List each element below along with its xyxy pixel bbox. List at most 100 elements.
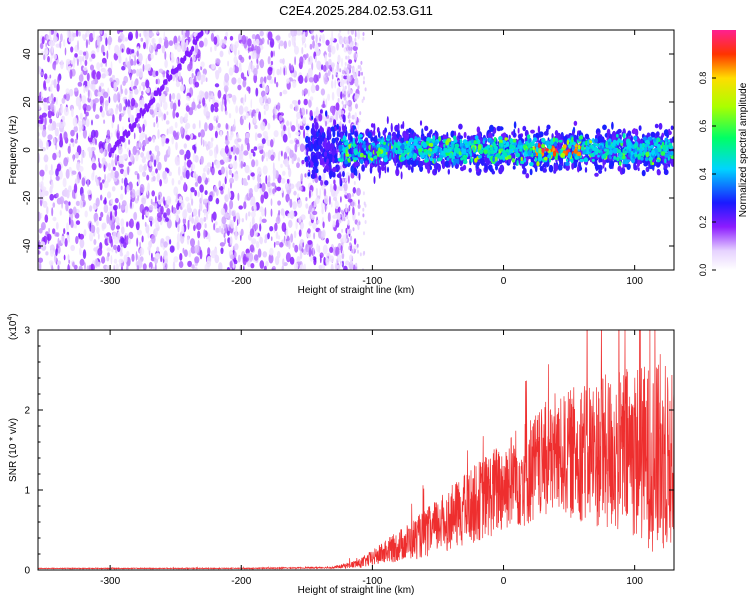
noise-blob — [223, 232, 226, 238]
noise-blob — [204, 208, 206, 216]
noise-blob — [185, 122, 191, 129]
noise-blob — [174, 156, 180, 166]
noise-blob — [245, 132, 250, 139]
noise-blob — [343, 182, 348, 192]
noise-blob — [294, 262, 299, 270]
noise-blob — [169, 239, 172, 245]
noise-blob — [304, 173, 307, 178]
noise-blob — [328, 64, 332, 70]
noise-blob — [72, 117, 78, 127]
noise-blob — [299, 124, 304, 130]
signal-halo-blob — [332, 157, 335, 164]
noise-blob — [335, 102, 340, 111]
noise-blob — [155, 154, 160, 163]
noise-blob — [290, 124, 296, 132]
noise-blob — [275, 241, 280, 246]
noise-blob — [90, 82, 94, 90]
noise-blob — [235, 212, 240, 220]
signal-core-blob — [565, 161, 570, 166]
noise-blob — [344, 178, 347, 183]
noise-blob — [214, 130, 218, 139]
noise-blob — [351, 40, 354, 45]
noise-blob — [166, 111, 169, 116]
noise-blob — [194, 256, 200, 264]
noise-blob — [72, 32, 77, 38]
signal-core-blob — [519, 148, 523, 152]
signal-halo-blob — [307, 172, 311, 177]
noise-blob — [237, 138, 242, 143]
noise-blob — [221, 227, 224, 235]
noise-blob — [145, 79, 150, 89]
noise-blob — [303, 129, 306, 139]
noise-blob — [164, 59, 168, 69]
noise-blob — [191, 264, 195, 269]
noise-blob — [136, 143, 140, 149]
signal-halo-blob — [330, 143, 335, 149]
noise-blob — [49, 244, 55, 249]
noise-blob — [68, 37, 73, 43]
noise-blob — [353, 52, 358, 60]
signal-halo-blob — [326, 129, 330, 137]
noise-blob — [198, 132, 201, 138]
noise-blob — [66, 222, 69, 231]
noise-blob — [202, 139, 205, 147]
noise-blob — [126, 61, 131, 69]
noise-blob — [330, 62, 335, 68]
noise-blob — [50, 174, 52, 182]
noise-blob — [262, 165, 268, 175]
noise-blob — [347, 55, 350, 61]
noise-blob — [245, 195, 247, 201]
noise-blob — [341, 228, 344, 233]
noise-blob — [130, 153, 134, 162]
signal-halo-blob — [395, 168, 400, 177]
noise-blob — [315, 84, 320, 92]
noise-blob — [229, 163, 233, 168]
noise-blob — [208, 122, 214, 131]
noise-blob — [324, 120, 328, 127]
noise-blob — [63, 39, 66, 47]
noise-blob — [172, 109, 176, 119]
noise-blob — [38, 104, 41, 110]
streak-blob — [191, 45, 195, 52]
noise-blob — [57, 260, 61, 266]
noise-blob — [347, 30, 350, 35]
noise-blob — [228, 67, 234, 76]
noise-blob — [308, 77, 314, 83]
noise-blob — [293, 230, 297, 239]
noise-blob — [191, 73, 194, 79]
signal-core-blob — [511, 158, 515, 163]
noise-blob — [163, 241, 168, 248]
signal-halo-blob — [322, 141, 326, 148]
noise-blob — [52, 202, 56, 208]
signal-halo-blob — [577, 165, 580, 173]
noise-blob — [228, 99, 231, 104]
noise-blob — [142, 84, 145, 91]
noise-blob — [352, 187, 356, 194]
noise-blob — [194, 181, 199, 187]
noise-blob — [205, 210, 208, 221]
noise-blob — [285, 229, 288, 240]
noise-blob — [343, 90, 346, 95]
noise-blob — [266, 181, 271, 188]
noise-blob — [155, 102, 161, 112]
noise-blob — [341, 260, 344, 268]
noise-blob — [152, 175, 156, 182]
noise-blob — [108, 162, 111, 172]
noise-blob — [60, 59, 64, 70]
noise-blob — [89, 32, 94, 43]
noise-blob — [193, 32, 197, 38]
signal-halo-blob — [327, 153, 333, 162]
noise-blob — [328, 195, 331, 205]
noise-blob — [362, 80, 365, 85]
noise-blob — [298, 229, 302, 237]
noise-blob — [357, 249, 359, 254]
noise-blob — [49, 83, 53, 93]
noise-blob — [328, 58, 332, 66]
noise-blob — [337, 264, 341, 270]
noise-blob — [179, 253, 183, 261]
noise-blob — [101, 110, 105, 118]
noise-blob — [250, 148, 254, 154]
noise-blob — [135, 221, 140, 231]
noise-blob — [312, 247, 315, 257]
noise-blob — [118, 163, 124, 168]
